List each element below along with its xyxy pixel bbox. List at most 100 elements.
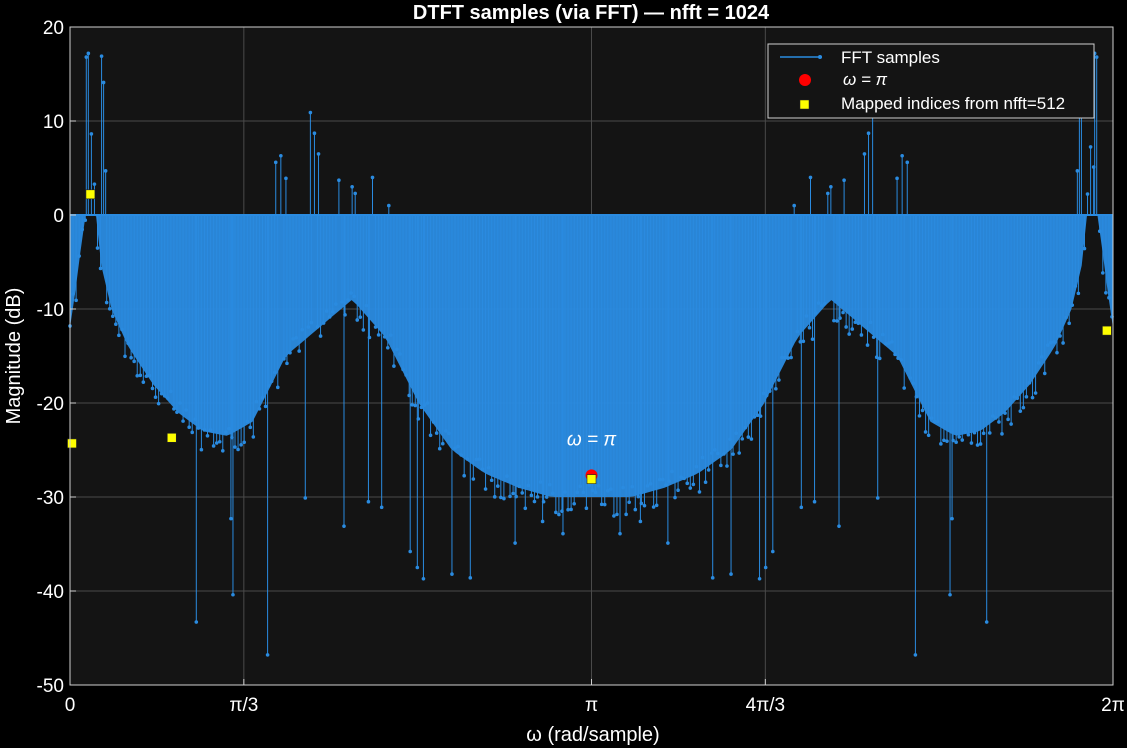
- fft-sample-point: [257, 407, 262, 411]
- fft-sample-point: [994, 416, 998, 420]
- fft-sample-point: [300, 327, 305, 332]
- fft-sample-point: [169, 389, 173, 394]
- fft-sample-point: [297, 349, 301, 353]
- fft-sample-point: [279, 153, 283, 158]
- y-tick-label: 20: [43, 18, 64, 39]
- fft-sample-point: [633, 507, 638, 512]
- fft-sample-point: [700, 455, 705, 460]
- fft-sample-point: [908, 376, 913, 380]
- fft-sample-point: [835, 319, 839, 323]
- fft-sample-point: [1064, 315, 1068, 320]
- fft-sample-point: [593, 490, 598, 495]
- y-axis-label: Magnitude (dB): [3, 288, 25, 425]
- fft-sample-point: [1039, 355, 1044, 359]
- legend-omega-label: ω = π: [843, 70, 888, 89]
- fft-sample-point: [819, 303, 824, 308]
- fft-sample-point: [712, 448, 717, 452]
- fft-sample-point: [780, 355, 784, 360]
- fft-sample-point: [389, 333, 393, 337]
- fft-sample-point: [284, 176, 288, 181]
- fft-sample-point: [499, 495, 503, 500]
- fft-sample-point: [239, 443, 243, 447]
- fft-sample-point: [150, 386, 155, 391]
- fft-sample-point: [324, 309, 329, 313]
- y-tick-label: -10: [37, 300, 64, 321]
- fft-sample-point: [387, 203, 391, 208]
- fft-sample-point: [642, 503, 647, 508]
- fft-sample-point: [245, 419, 250, 424]
- fft-sample-point: [902, 386, 906, 390]
- fft-sample-point: [346, 298, 350, 302]
- fft-sample-point: [685, 481, 690, 486]
- fft-sample-point: [187, 425, 191, 429]
- fft-sample-point: [260, 396, 265, 400]
- fft-sample-point: [144, 374, 149, 379]
- fft-sample-point: [471, 477, 476, 481]
- fft-sample-point: [842, 178, 846, 183]
- fft-sample-point: [178, 401, 182, 405]
- fft-sample-point: [939, 442, 943, 446]
- fft-sample-point: [913, 653, 918, 657]
- fft-sample-point: [431, 420, 436, 424]
- fft-sample-point: [651, 505, 656, 509]
- fft-sample-point: [694, 464, 699, 469]
- chart-title: DTFT samples (via FFT) — nfft = 1024: [413, 2, 770, 24]
- fft-sample-point: [84, 55, 89, 59]
- x-tick-label: π/3: [229, 695, 258, 716]
- legend-omega-swatch: [799, 74, 811, 86]
- fft-sample-point: [77, 254, 81, 258]
- fft-sample-point: [523, 506, 528, 511]
- fft-sample-point: [535, 495, 540, 499]
- fft-sample-point: [561, 531, 565, 536]
- fft-sample-point: [224, 430, 228, 435]
- fft-sample-point: [114, 322, 118, 327]
- fft-sample-point: [954, 440, 958, 444]
- fft-sample-point: [529, 493, 534, 498]
- fft-sample-point: [715, 451, 720, 456]
- fft-sample-point: [316, 152, 321, 156]
- fft-sample-point: [807, 325, 812, 330]
- fft-sample-point: [1085, 192, 1090, 196]
- fft-sample-point: [697, 490, 702, 494]
- fft-sample-point: [480, 467, 485, 471]
- fft-sample-point: [1033, 391, 1038, 395]
- fft-sample-point: [638, 519, 643, 524]
- fft-sample-point: [667, 479, 671, 483]
- fft-sample-point: [664, 483, 668, 487]
- fft-sample-point: [757, 576, 762, 581]
- fft-sample-point: [532, 499, 537, 504]
- mapped-index-marker: [1102, 325, 1112, 336]
- fft-sample-point: [581, 490, 586, 495]
- fft-sample-point: [777, 378, 781, 382]
- mapped-index-marker: [166, 432, 177, 443]
- fft-sample-point: [95, 246, 100, 250]
- fft-sample-point: [450, 572, 454, 576]
- fft-sample-point: [923, 430, 928, 434]
- fft-sample-point: [83, 218, 88, 223]
- fft-sample-point: [808, 175, 813, 180]
- fft-sample-point: [984, 620, 989, 624]
- fft-sample-point: [729, 572, 733, 576]
- fft-sample-point: [837, 524, 841, 528]
- fft-sample-point: [175, 410, 179, 415]
- fft-sample-point: [948, 592, 952, 597]
- fft-sample-point: [474, 457, 479, 462]
- fft-sample-point: [896, 356, 900, 360]
- fft-sample-point: [408, 549, 412, 554]
- fft-sample-point: [294, 336, 298, 340]
- legend-box: [767, 43, 1095, 119]
- fft-sample-point: [926, 433, 931, 438]
- fft-sample-point: [288, 350, 292, 355]
- fft-sample-point: [719, 463, 723, 468]
- fft-sample-point: [220, 449, 225, 453]
- fft-sample-point: [981, 431, 986, 436]
- fft-sample-point: [190, 430, 195, 435]
- fft-sample-point: [1094, 55, 1099, 59]
- fft-sample-point: [107, 306, 112, 311]
- fft-sample-point: [575, 490, 580, 495]
- fft-sample-point: [366, 499, 371, 504]
- fft-sample-point: [434, 431, 439, 435]
- fft-sample-point: [566, 507, 570, 512]
- fft-sample-point: [688, 486, 693, 490]
